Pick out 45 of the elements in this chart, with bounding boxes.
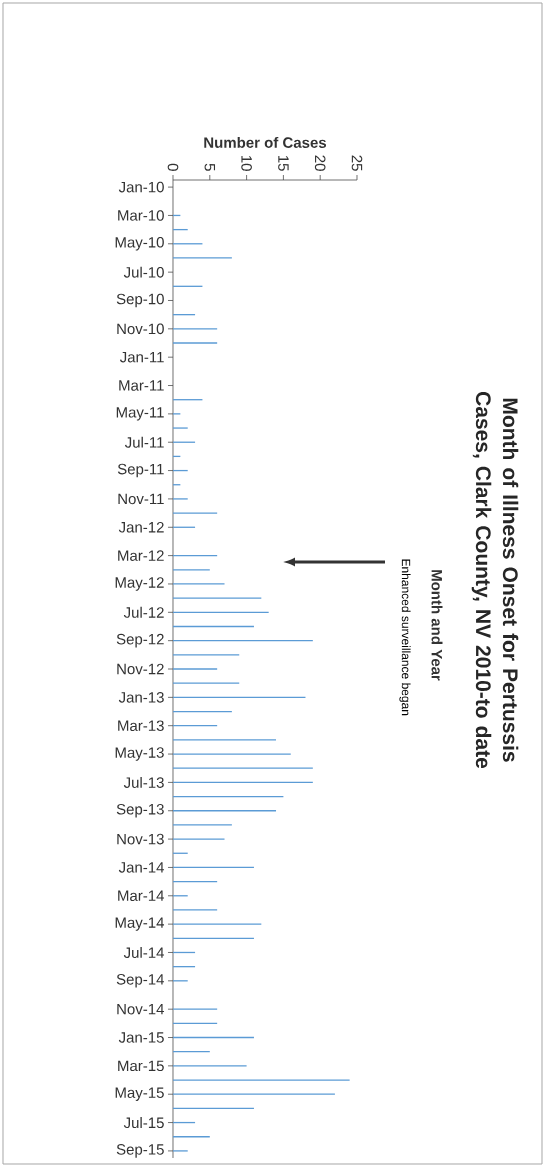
y-tick-label: Mar-11	[119, 380, 164, 391]
y-tick-label: Sep-12	[116, 633, 164, 648]
y-tick-label: Mar-10	[118, 210, 164, 221]
y-tick-label: Sep-13	[116, 803, 164, 818]
y-tick-label: Sep-15	[116, 1144, 164, 1158]
x-tick-label: 10	[241, 155, 252, 171]
y-tick-label: Nov-11	[118, 493, 164, 505]
y-tick-label: May-10	[115, 237, 164, 251]
x-tick-label: 15	[278, 155, 289, 171]
y-tick-label: Jan-14	[118, 862, 165, 873]
y-tick-label: Jan-12	[118, 521, 164, 533]
text: Enhanced surveillance began	[399, 559, 411, 716]
x-tick-label: 25	[351, 155, 363, 171]
y-tick-label: Jan-13	[118, 692, 164, 703]
y-tick-label: Mar-15	[118, 1060, 164, 1072]
y-tick-label: Jul-14	[123, 946, 165, 958]
y-tick-label: Jul-13	[123, 776, 164, 788]
y-tick-label: May-15	[115, 1087, 164, 1101]
y-tick-label: Nov-10	[117, 323, 164, 335]
y-tick-label: Jan-11	[119, 351, 164, 363]
y-tick-label: Mar-12	[118, 550, 164, 561]
y-axis-title: Month and Year	[431, 570, 443, 681]
text: Month of Illness Onset for Pertussis Cases, Clark County, NV 2010-to date	[471, 391, 519, 769]
y-tick-label: Jul-12	[123, 606, 164, 618]
y-tick-label: Sep-11	[117, 463, 164, 478]
y-tick-label: Mar-13	[118, 720, 164, 731]
y-tick-label: May-11	[116, 407, 164, 421]
x-tick-label: 5	[204, 163, 216, 171]
y-tick-label: Sep-14	[116, 974, 165, 988]
x-tick-label: 20	[314, 155, 326, 171]
y-tick-label: Jul-11	[124, 436, 164, 448]
y-tick-label: May-12	[115, 577, 164, 591]
x-tick-label: 0	[167, 163, 179, 171]
y-tick-label: Mar-14	[118, 890, 165, 902]
y-tick-label: Jul-15	[123, 1117, 164, 1129]
y-tick-label: Nov-13	[117, 833, 164, 845]
y-tick-label: Nov-14	[117, 1003, 165, 1015]
y-tick-label: Jan-15	[118, 1032, 164, 1043]
y-tick-label: Nov-12	[117, 663, 164, 675]
x-axis-title: Number of Cases	[204, 136, 327, 148]
y-tick-label: Jan-10	[118, 181, 164, 193]
y-tick-label: Jul-10	[123, 266, 164, 278]
y-tick-label: May-13	[115, 747, 164, 761]
y-tick-label: Sep-10	[116, 293, 164, 308]
y-tick-label: May-14	[115, 917, 165, 931]
